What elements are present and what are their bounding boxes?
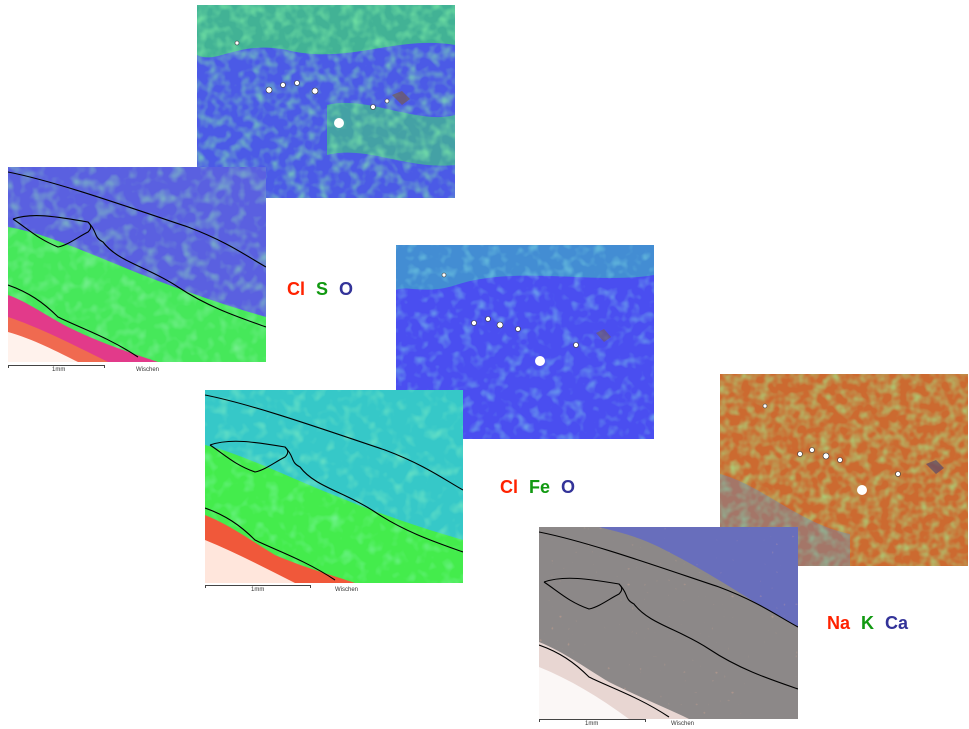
map-set1-detail: [197, 5, 455, 198]
legend-set2: Cl Fe O: [500, 477, 581, 498]
map-set2-overview: [205, 390, 463, 583]
legend-set1: Cl S O: [287, 279, 359, 300]
scalebar-caption: Wischen: [136, 367, 160, 373]
scalebar-set3: 1mm Wischen: [539, 719, 719, 729]
legend-element-cl: Cl: [287, 279, 305, 299]
legend-element-o: O: [339, 279, 354, 299]
legend-element-cl: Cl: [500, 477, 518, 497]
scalebar-set1: 1mm Wischen: [8, 365, 168, 375]
legend-element-ca: Ca: [885, 613, 909, 633]
legend-element-fe: Fe: [529, 477, 551, 497]
scalebar-caption: Wischen: [335, 587, 359, 593]
map-set3-overview: [539, 527, 798, 719]
scalebar-set2: 1mm Wischen: [205, 585, 375, 595]
legend-element-o: O: [561, 477, 576, 497]
legend-set3: Na K Ca: [827, 613, 914, 634]
legend-element-s: S: [316, 279, 329, 299]
scalebar-label: 1mm: [251, 587, 265, 593]
scalebar-caption: Wischen: [671, 721, 695, 727]
scalebar-label: 1mm: [585, 721, 599, 727]
legend-element-k: K: [861, 613, 875, 633]
legend-element-na: Na: [827, 613, 851, 633]
scalebar-label: 1mm: [52, 367, 66, 373]
map-set1-overview: [8, 167, 266, 362]
